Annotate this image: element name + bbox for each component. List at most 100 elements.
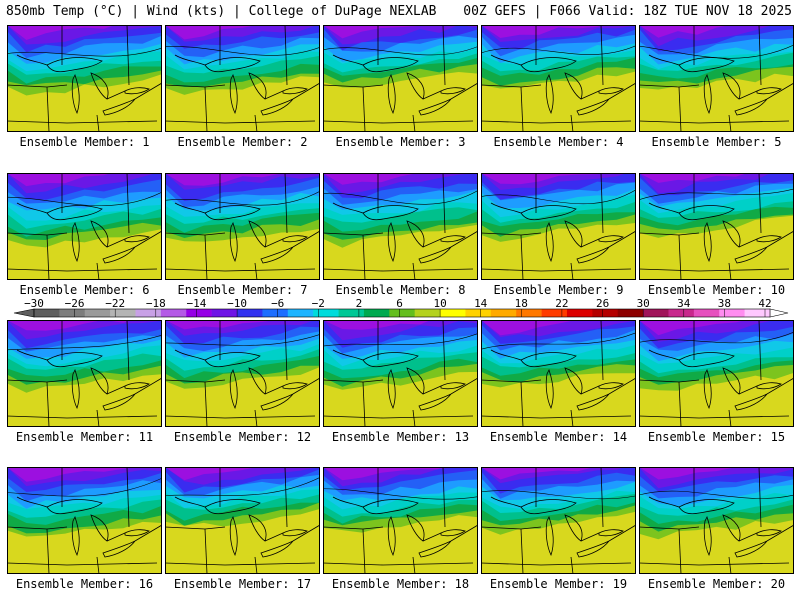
boundary-line [703,221,712,263]
temperature-map [323,25,478,132]
map-outlines [323,25,478,132]
temperature-band [165,508,320,574]
boundary-line [734,393,768,411]
temperature-band [323,371,478,427]
boundary-line [648,202,680,214]
boundary-line [440,235,466,243]
boundary-line [442,173,446,234]
boundary-line [165,562,316,566]
boundary-line [639,562,790,566]
boundary-line [418,246,452,264]
colorbar-swatch [338,309,365,317]
boundary-line [734,246,768,264]
boundary-line [126,320,130,381]
temperature-map [7,320,162,427]
panel-border [639,467,794,574]
boundary-line [264,385,284,395]
boundary-line [412,409,416,427]
panel-border [7,173,162,280]
map-outlines [323,320,478,427]
boundary-line [387,368,396,410]
ensemble-member-panel [639,320,794,427]
boundary-line [481,415,632,419]
boundary-line [545,73,554,115]
colorbar-tick-label: 42 [758,297,771,310]
map-outlines [165,320,320,427]
ensemble-member-label: Ensemble Member: 1 [19,135,150,149]
boundary-line [570,262,574,280]
boundary-line [282,235,308,243]
boundary-line [678,528,682,574]
colorbar-swatch [566,309,593,317]
temperature-band [481,511,636,574]
panel-border [7,320,162,427]
boundary-line [639,415,790,419]
colorbar-tick-label: 30 [637,297,650,310]
ensemble-member-label: Ensemble Member: 15 [647,430,786,444]
map-outlines [481,467,636,574]
boundary-line [264,532,284,542]
temperature-band [7,374,162,427]
contour-line [165,46,320,56]
boundary-line [442,25,446,86]
ensemble-member-label: Ensemble Member: 10 [647,283,786,297]
boundary-line [766,82,794,100]
colorbar-swatch [363,309,390,317]
contour-line [639,188,794,200]
boundary-line [520,499,577,515]
colorbar-tick-label: −6 [271,297,284,310]
boundary-line [648,349,680,361]
boundary-line [362,352,419,368]
boundary-line [46,86,50,132]
boundary-line [124,87,150,95]
boundary-line [450,82,478,100]
boundary-line [442,467,446,528]
map-outlines [481,320,636,427]
boundary-line [46,234,50,280]
ensemble-member-panel [7,467,162,574]
boundary-line [174,349,206,361]
boundary-line [264,90,284,100]
boundary-line [124,382,150,390]
panel-border [481,25,636,132]
panel-border [323,25,478,132]
boundary-line [490,496,522,508]
ensemble-member-label: Ensemble Member: 6 [19,283,150,297]
boundary-line [608,230,636,248]
ensemble-member-panel [323,467,478,574]
boundary-line [96,114,100,132]
boundary-line [598,235,624,243]
boundary-line [260,98,294,116]
boundary-line [412,114,416,132]
boundary-line [440,87,466,95]
map-outlines [639,25,794,132]
ensemble-member-label: Ensemble Member: 8 [335,283,466,297]
boundary-line [323,268,474,272]
ensemble-member-label: Ensemble Member: 19 [489,577,628,591]
panel-border [481,320,636,427]
boundary-line [174,496,206,508]
boundary-line [734,540,768,558]
boundary-line [412,556,416,574]
colorbar-min-arrow [13,308,35,318]
temperature-band [323,72,478,132]
boundary-line [387,515,396,557]
boundary-line [332,496,364,508]
boundary-line [134,230,162,248]
boundary-line [362,528,366,574]
panel-border [165,467,320,574]
boundary-line [678,499,735,515]
boundary-line [71,73,80,115]
boundary-line [418,540,452,558]
colorbar-tick-label: −30 [24,297,44,310]
boundary-line [678,205,735,221]
colorbar-tick-label: −14 [186,297,206,310]
colorbar-max-arrow [769,308,789,318]
boundary-line [260,540,294,558]
temperature-band [639,73,794,132]
boundary-line [703,368,712,410]
colorbar-swatch [516,309,542,317]
boundary-line [418,98,452,116]
boundary-line [598,87,624,95]
boundary-line [332,54,364,66]
